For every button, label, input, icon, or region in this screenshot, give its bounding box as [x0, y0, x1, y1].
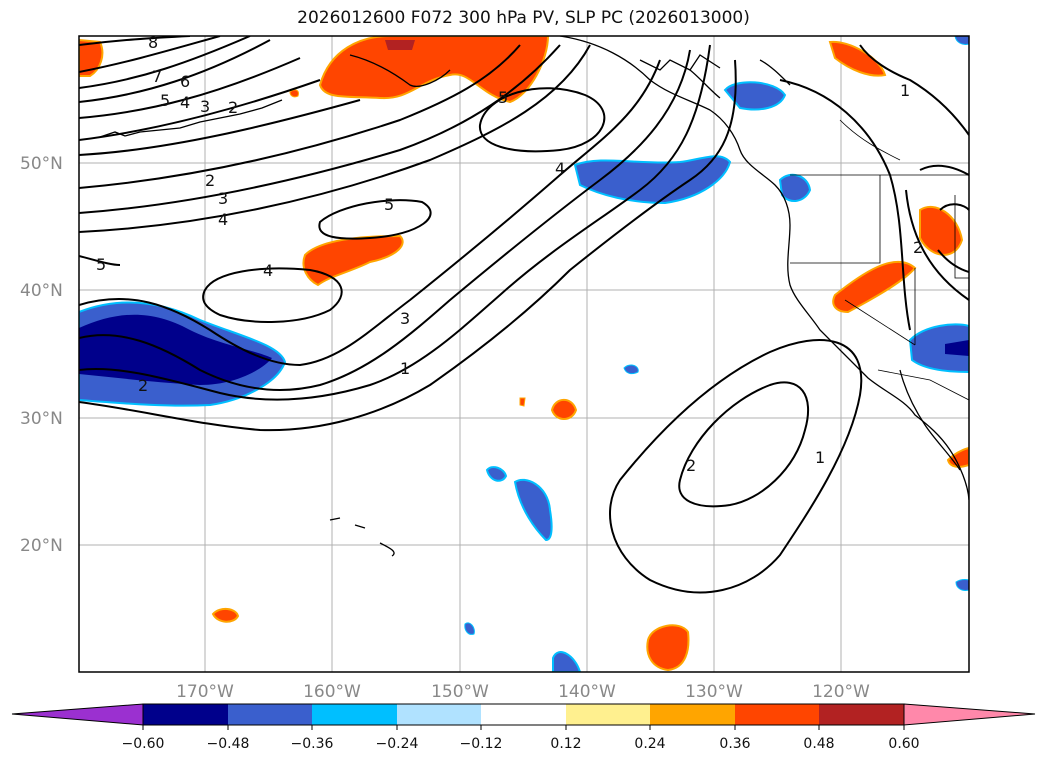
colorbar-tick-label: −0.48 [207, 736, 250, 752]
colorbar-segment [397, 704, 481, 725]
colorbar-tick-label: 0.24 [634, 736, 665, 752]
pv-positive-shading [79, 36, 969, 672]
colorbar-segment [143, 704, 228, 725]
colorbar-segment [819, 704, 904, 725]
contour-label: 5 [498, 88, 508, 107]
pv-blob-small-1 [550, 398, 578, 420]
map-frame [78, 35, 970, 673]
political-borders [790, 119, 969, 401]
colorbar: −0.60 −0.48 −0.36 −0.24 −0.12 0.12 0.24 … [11, 703, 1036, 752]
lon-label-140w: 140°W [558, 682, 616, 702]
contour-label: 4 [555, 159, 565, 178]
lon-label-160w: 160°W [303, 682, 361, 702]
page-title: 2026012600 F072 300 hPa PV, SLP PC (2026… [297, 8, 750, 28]
contour-label: 8 [148, 33, 158, 52]
colorbar-extend-left [11, 703, 144, 726]
pv-blob-ne [828, 40, 887, 77]
lat-label-40n: 40°N [20, 281, 63, 301]
contour-label: 2 [138, 376, 148, 395]
colorbar-extend-right [903, 703, 1036, 726]
lat-label-50n: 50°N [20, 154, 63, 174]
contour-label: 1 [815, 448, 825, 467]
colorbar-segment [566, 704, 650, 725]
contour-label: 5 [384, 195, 394, 214]
colorbar-tick-label: 0.12 [550, 736, 581, 752]
colorbar-segment [312, 704, 397, 725]
colorbar-segment [735, 704, 819, 725]
latitude-labels: 50°N 40°N 30°N 20°N [20, 154, 63, 556]
contour-label: 4 [218, 210, 228, 229]
lon-label-130w: 130°W [685, 682, 743, 702]
colorbar-tick-label: −0.60 [122, 736, 165, 752]
lon-label-150w: 150°W [431, 682, 489, 702]
pv-blob-small-2 [519, 397, 526, 407]
contour-label: 2 [913, 238, 923, 257]
colorbar-tick-label: −0.12 [460, 736, 503, 752]
colorbar-segment [228, 704, 312, 725]
contour-label: 1 [900, 81, 910, 100]
pv-blob-south [646, 624, 690, 672]
longitude-labels: 170°W 160°W 150°W 140°W 130°W 120°W [176, 682, 870, 702]
colorbar-tick-label: 0.48 [803, 736, 834, 752]
contour-label: 3 [218, 189, 228, 208]
pv-neg-south-1 [513, 478, 553, 542]
colorbar-segment [650, 704, 735, 725]
lon-label-170w: 170°W [176, 682, 234, 702]
colorbar-segment [481, 704, 566, 725]
pv-blob-small-3 [211, 608, 240, 623]
contour-labels: 8 7 6 5 4 3 2 2 3 4 5 5 4 4 3 1 2 5 2 1 … [96, 33, 923, 475]
pv-blob-rockies [919, 205, 964, 256]
contour-label: 4 [180, 93, 190, 112]
pv-neg-bc [723, 81, 787, 111]
colorbar-tick-label: −0.24 [376, 736, 419, 752]
pv-blob-california [832, 260, 917, 314]
colorbar-tick-label: −0.36 [291, 736, 334, 752]
contour-label: 3 [400, 309, 410, 328]
colorbar-tick-label: 0.36 [719, 736, 750, 752]
contour-label: 1 [400, 359, 410, 378]
contour-label: 2 [228, 98, 238, 117]
contour-label: 2 [686, 456, 696, 475]
gridlines [79, 36, 969, 672]
contour-label: 2 [205, 171, 215, 190]
contour-label: 4 [263, 261, 273, 280]
colorbar-ticks [142, 725, 905, 730]
contour-label: 5 [96, 255, 106, 274]
lat-label-30n: 30°N [20, 409, 63, 429]
contour-label: 6 [180, 72, 190, 91]
colorbar-tick-label: 0.60 [888, 736, 919, 752]
slp-contours [79, 36, 969, 594]
lon-label-120w: 120°W [812, 682, 870, 702]
contour-label: 7 [152, 67, 162, 86]
pv-neg-east [908, 323, 969, 374]
contour-label: 3 [200, 97, 210, 116]
pv-negative-shading [79, 36, 969, 672]
lat-label-20n: 20°N [20, 536, 63, 556]
pv-blob-baja [946, 446, 969, 468]
contour-label: 5 [160, 91, 170, 110]
